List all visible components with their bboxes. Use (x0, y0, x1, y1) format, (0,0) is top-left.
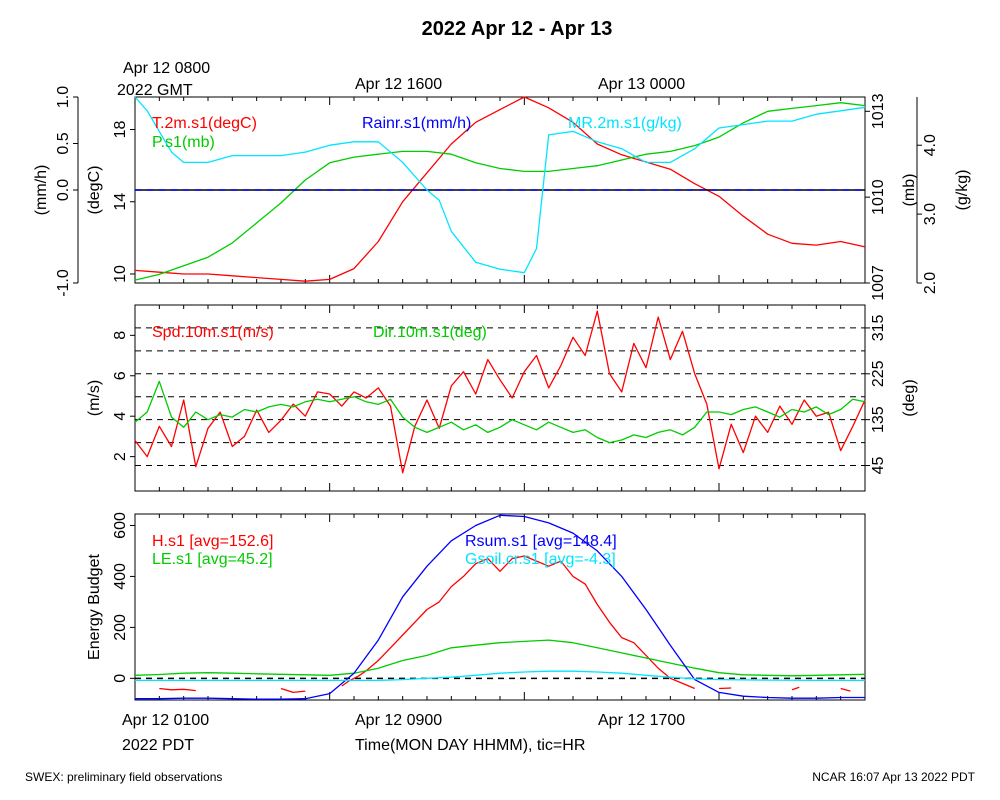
wind-direction-line (134, 380, 866, 444)
legend-entry: Gsoil.cr.s1 [avg=-4.3] (465, 551, 616, 568)
top-time-label: Apr 12 1600 (355, 76, 442, 93)
energy-axis-tick-label: 600 (112, 512, 129, 539)
sensible-heat-line (341, 555, 695, 690)
temp-axis-tick-label: 10 (112, 265, 129, 283)
direction-axis-label: (deg) (901, 379, 918, 416)
sensible-heat-line (718, 687, 732, 690)
rain-axis-tick-label: -1.0 (55, 269, 72, 297)
legend-entry: LE.s1 [avg=45.2] (152, 551, 273, 568)
energy-axis-tick-label: 0 (112, 674, 129, 683)
x-axis-label: Time(MON DAY HHMM), tic=HR (355, 737, 585, 754)
legend-entry: Rsum.s1 [avg=148.4] (465, 533, 617, 550)
footer-right: NCAR 16:07 Apr 13 2022 PDT (812, 770, 975, 784)
temp-axis-label: (degC) (86, 166, 103, 215)
axes-group: -1.0 0.0 0.5 1.0 (mm/h) 10 14 18 (degC) 1007 1010 1… (33, 86, 971, 700)
legend-entry: T.2m.s1(degC) (152, 115, 257, 132)
legend-entry: Spd.10m.s1(m/s) (152, 324, 274, 341)
energy-series-line (135, 670, 865, 682)
bottom-time-label: 2022 PDT (122, 737, 194, 754)
pressure-axis-tick-label: 1013 (870, 93, 887, 129)
legend-entry: MR.2m.s1(g/kg) (568, 115, 682, 132)
pressure-axis-label: (mb) (901, 174, 918, 207)
rain-axis-label: (mm/h) (33, 165, 50, 216)
direction-axis-tick-label: 315 (870, 314, 887, 341)
series-group (134, 96, 866, 700)
energy-series-line (135, 514, 865, 700)
rain-axis-tick-label: 1.0 (55, 86, 72, 108)
bottom-time-label: Apr 12 0900 (355, 712, 442, 729)
sensible-heat-line (159, 687, 196, 692)
pressure-axis-tick-label: 1007 (870, 265, 887, 301)
energy-series-line (134, 639, 866, 677)
series-line-gkg (134, 96, 866, 274)
energy-axis-tick-label: 400 (112, 563, 129, 590)
direction-axis-tick-label: 225 (870, 360, 887, 387)
legend-entry: Dir.10m.s1(deg) (373, 324, 487, 341)
bottom-time-label: Apr 12 1700 (598, 712, 685, 729)
energy-axis-tick-label: 200 (112, 614, 129, 641)
legend-group: T.2m.s1(degC) P.s1(mb) Rainr.s1(mm/h) MR.2m… (152, 115, 682, 568)
direction-axis-tick-label: 45 (870, 457, 887, 475)
mixratio-axis-label: (g/kg) (954, 170, 971, 211)
speed-axis-tick-label: 6 (112, 371, 129, 380)
chart-title: 2022 Apr 12 - Apr 13 (422, 18, 613, 40)
temp-axis-tick-label: 14 (112, 193, 129, 211)
series-line-mb (134, 102, 866, 281)
mixratio-axis-tick-label: 3.0 (922, 203, 939, 225)
rain-axis-tick-label: 0.0 (55, 179, 72, 201)
legend-entry: P.s1(mb) (152, 134, 215, 151)
top-time-label: Apr 12 0800 (123, 60, 210, 77)
mixratio-axis-tick-label: 4.0 (922, 134, 939, 156)
legend-entry: Rainr.s1(mm/h) (362, 115, 471, 132)
top-time-label: Apr 13 0000 (598, 76, 685, 93)
temp-axis-tick-label: 18 (112, 121, 129, 139)
legend-entry: H.s1 [avg=152.6] (152, 533, 273, 550)
direction-axis-tick-label: 135 (870, 406, 887, 433)
speed-axis-tick-label: 8 (112, 331, 129, 340)
series-line-degC (134, 96, 866, 282)
wind-speed-line (134, 310, 866, 474)
energy-axis-label: Energy Budget (86, 554, 103, 660)
top-time-label: 2022 GMT (117, 82, 193, 99)
sensible-heat-line (840, 687, 851, 692)
rain-axis-tick-label: 0.5 (55, 132, 72, 154)
bottom-time-label: Apr 12 0100 (122, 712, 209, 729)
sensible-heat-line (791, 686, 800, 691)
speed-axis-tick-label: 2 (112, 452, 129, 461)
pressure-axis-tick-label: 1010 (870, 179, 887, 215)
footer-left: SWEX: preliminary field observations (25, 770, 222, 784)
sensible-heat-line (280, 687, 306, 694)
speed-axis-tick-label: 4 (112, 412, 129, 421)
mixratio-axis-tick-label: 2.0 (922, 272, 939, 294)
speed-axis-label: (m/s) (86, 380, 103, 416)
